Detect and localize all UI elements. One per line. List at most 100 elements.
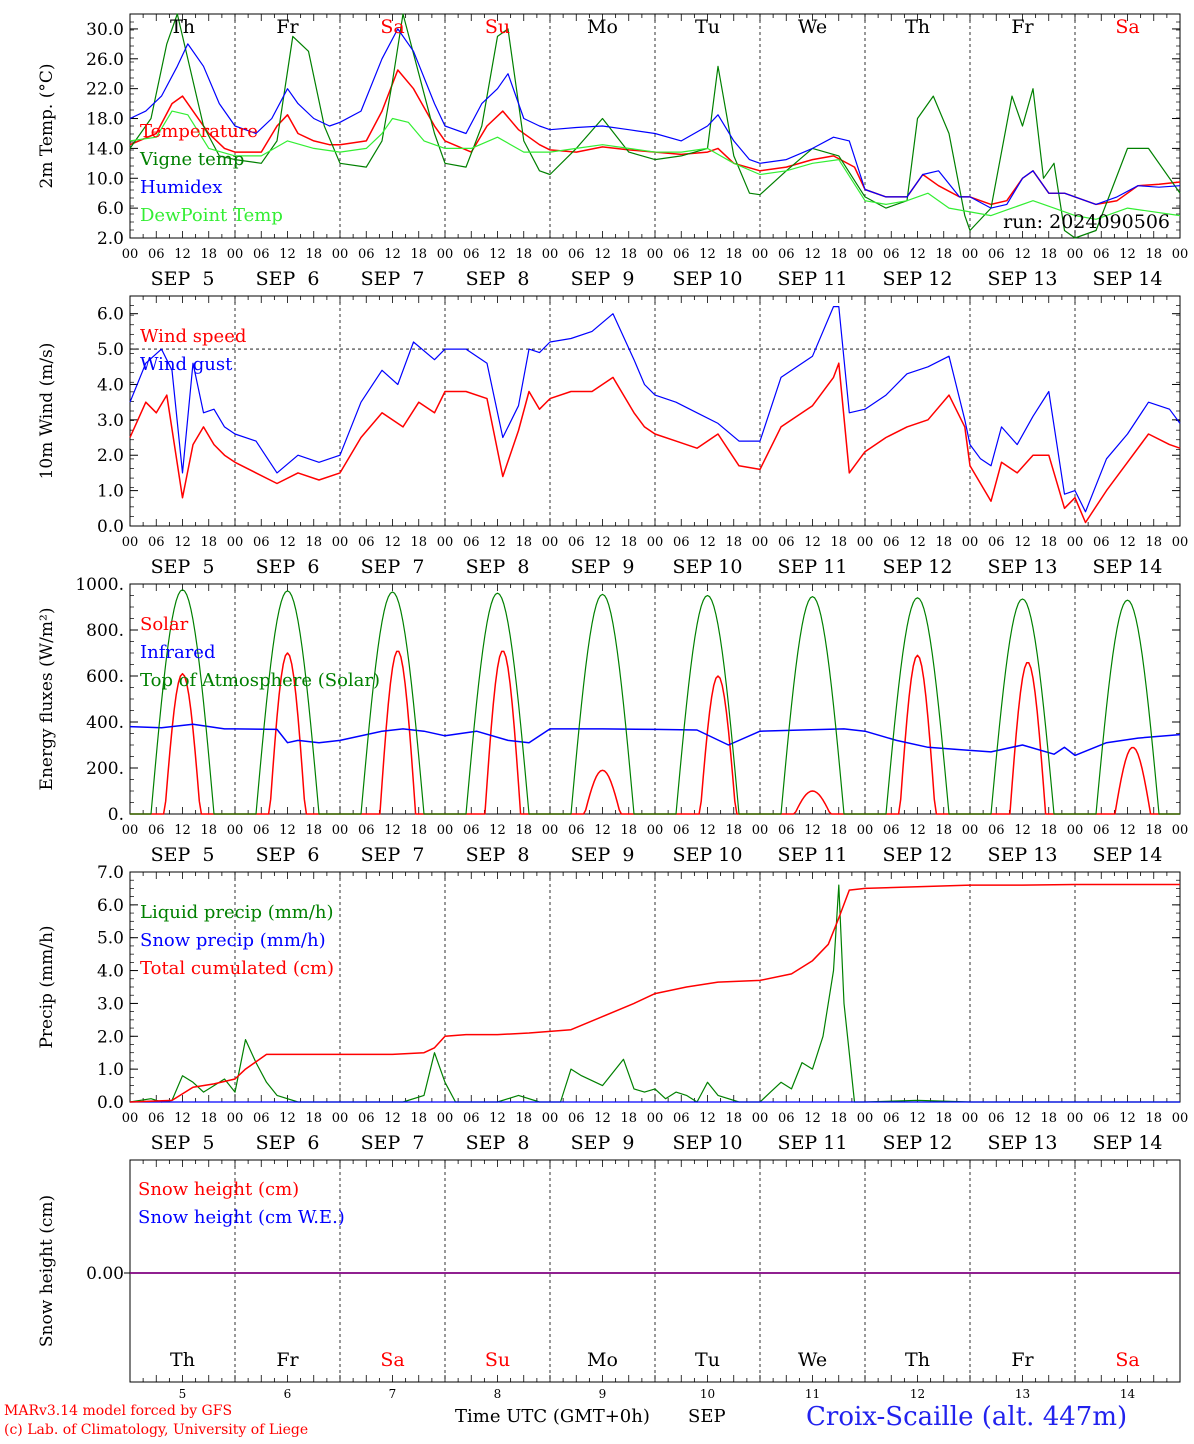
- hour-tick-label: 18: [410, 823, 427, 838]
- series-line: [129, 13, 1181, 239]
- hour-tick-label: 18: [935, 247, 952, 262]
- date-label: SEP 6: [256, 844, 320, 866]
- legend-entry: Liquid precip (mm/h): [140, 902, 334, 923]
- hour-tick-label: 18: [620, 535, 637, 550]
- hour-tick-label: 12: [909, 535, 926, 550]
- panel-1: [129, 13, 1181, 239]
- legend-entry: Temperature: [140, 121, 258, 142]
- hour-tick-label: 18: [1145, 823, 1162, 838]
- y-tick-label: 0.: [108, 805, 124, 825]
- series-line: [129, 723, 1181, 757]
- date-label: SEP 8: [466, 556, 530, 578]
- hour-tick-label: 06: [1093, 1111, 1110, 1126]
- legend-entry: Top of Atmosphere (Solar): [140, 670, 380, 691]
- hour-tick-label: 00: [437, 1111, 454, 1126]
- hour-tick-label: 18: [935, 1111, 952, 1126]
- day-number-label: 10: [700, 1387, 715, 1401]
- weekday-label: Th: [905, 16, 930, 38]
- weekday-label: Th: [170, 16, 195, 38]
- weekday-label: Fr: [1011, 16, 1034, 38]
- hour-tick-label: 12: [594, 247, 611, 262]
- hour-tick-label: 18: [515, 823, 532, 838]
- date-label: SEP 7: [361, 268, 425, 290]
- hour-tick-label: 12: [1119, 535, 1136, 550]
- hour-tick-label: 00: [857, 247, 874, 262]
- y-tick-label: 800.: [86, 621, 124, 641]
- hour-tick-label: 06: [463, 247, 480, 262]
- hour-tick-label: 00: [1067, 823, 1084, 838]
- hour-tick-label: 00: [752, 247, 769, 262]
- hour-tick-label: 12: [699, 247, 716, 262]
- hour-tick-label: 00: [857, 535, 874, 550]
- hour-tick-label: 00: [332, 823, 349, 838]
- hour-tick-label: 18: [620, 1111, 637, 1126]
- hour-tick-label: 12: [1119, 823, 1136, 838]
- hour-tick-label: 00: [1172, 1111, 1189, 1126]
- hour-tick-label: 06: [148, 1111, 165, 1126]
- hour-tick-label: 06: [358, 247, 375, 262]
- y-tick-label: 3.0: [97, 994, 124, 1014]
- hour-tick-label: 06: [778, 535, 795, 550]
- hour-tick-label: 12: [699, 1111, 716, 1126]
- y-tick-label: 2.0: [97, 1027, 124, 1047]
- hour-tick-label: 06: [568, 1111, 585, 1126]
- hour-tick-label: 18: [305, 1111, 322, 1126]
- hour-tick-label: 18: [515, 535, 532, 550]
- hour-tick-label: 18: [200, 823, 217, 838]
- y-tick-label: 22.0: [86, 80, 124, 100]
- date-label: SEP 7: [361, 844, 425, 866]
- hour-tick-label: 06: [358, 535, 375, 550]
- hour-tick-label: 00: [1067, 1111, 1084, 1126]
- hour-tick-label: 00: [332, 535, 349, 550]
- weekday-label: Sa: [1115, 16, 1139, 38]
- date-label: SEP 12: [883, 556, 953, 578]
- hour-tick-label: 06: [148, 247, 165, 262]
- date-label: SEP 13: [988, 1132, 1058, 1154]
- date-label: SEP 5: [151, 268, 215, 290]
- hour-tick-label: 12: [804, 823, 821, 838]
- hour-tick-label: 12: [1014, 247, 1031, 262]
- hour-tick-label: 00: [1172, 247, 1189, 262]
- day-number-label: 8: [494, 1387, 502, 1401]
- hour-tick-label: 06: [988, 535, 1005, 550]
- date-label: SEP 13: [988, 844, 1058, 866]
- hour-tick-label: 18: [410, 535, 427, 550]
- y-tick-label: 5.0: [97, 929, 124, 949]
- hour-tick-label: 12: [804, 535, 821, 550]
- date-label: SEP 8: [466, 1132, 530, 1154]
- hour-tick-label: 18: [1040, 823, 1057, 838]
- y-tick-label: 1.0: [97, 482, 124, 502]
- date-label: SEP 11: [778, 844, 848, 866]
- day-number-label: 14: [1120, 1387, 1136, 1401]
- date-label: SEP 9: [571, 844, 635, 866]
- hour-tick-label: 00: [962, 247, 979, 262]
- hour-tick-label: 06: [1093, 535, 1110, 550]
- hour-tick-label: 00: [122, 823, 139, 838]
- hour-tick-label: 06: [463, 535, 480, 550]
- hour-tick-label: 00: [122, 1111, 139, 1126]
- date-label: SEP 6: [256, 1132, 320, 1154]
- series-line: [129, 28, 1181, 209]
- hour-tick-label: 18: [830, 823, 847, 838]
- date-label: SEP 6: [256, 556, 320, 578]
- legend-entry: Snow height (cm W.E.): [138, 1207, 345, 1228]
- date-label: SEP 10: [673, 1132, 743, 1154]
- hour-tick-label: 12: [594, 1111, 611, 1126]
- lab-label: (c) Lab. of Climatology, University of L…: [4, 1422, 309, 1438]
- hour-tick-label: 12: [384, 535, 401, 550]
- date-label: SEP 8: [466, 844, 530, 866]
- date-label: SEP 14: [1093, 556, 1163, 578]
- hour-tick-label: 12: [384, 1111, 401, 1126]
- hour-tick-label: 06: [358, 823, 375, 838]
- date-label: SEP 10: [673, 268, 743, 290]
- y-tick-label: 0.0: [97, 517, 124, 537]
- hour-tick-label: 18: [410, 247, 427, 262]
- hour-tick-label: 18: [1040, 247, 1057, 262]
- y-tick-label: 0.0: [97, 1093, 124, 1113]
- hour-tick-label: 06: [253, 535, 270, 550]
- hour-tick-label: 18: [1145, 1111, 1162, 1126]
- legend-entry: Total cumulated (cm): [140, 958, 334, 979]
- hour-tick-label: 18: [515, 1111, 532, 1126]
- date-label: SEP 11: [778, 556, 848, 578]
